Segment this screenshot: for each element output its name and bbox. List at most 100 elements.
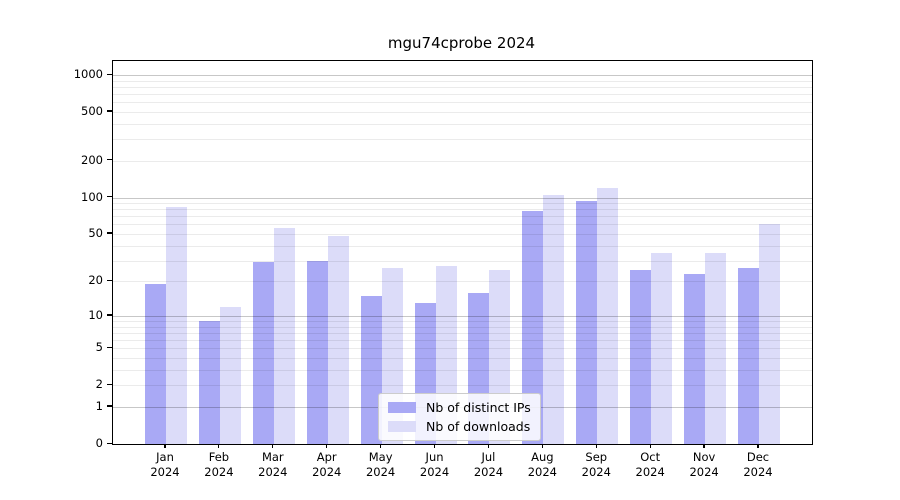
x-tick-year: 2024 (150, 465, 180, 479)
x-tick-month: Aug (531, 450, 554, 464)
bar-downloads (651, 252, 673, 444)
x-tick-mark (487, 444, 490, 448)
y-tick-label: 5 (95, 340, 103, 355)
x-tick-month: Feb (208, 450, 230, 464)
minor-gridline (113, 224, 812, 226)
x-tick-mark (326, 444, 328, 448)
y-tick-mark (107, 346, 112, 348)
x-tick-month: May (368, 450, 393, 464)
bar-downloads (597, 188, 619, 444)
x-tick-label: Jul 2024 (458, 450, 518, 480)
minor-gridline (113, 203, 812, 205)
x-tick-year: 2024 (581, 465, 611, 479)
legend-item: Nb of downloads (388, 419, 531, 434)
minor-gridline (113, 369, 812, 371)
x-tick-label: Nov 2024 (674, 450, 734, 480)
x-tick-label: Jan 2024 (135, 450, 195, 480)
minor-gridline (113, 358, 812, 360)
bar-distinct-ips (738, 267, 759, 444)
y-tick-label: 200 (81, 152, 103, 167)
x-tick-year: 2024 (419, 465, 450, 479)
y-tick-label: 2 (95, 377, 103, 392)
x-tick-mark (595, 444, 597, 448)
plot-area (112, 60, 813, 445)
bar-distinct-ips (306, 260, 328, 444)
bar-distinct-ips (684, 274, 706, 444)
y-tick-mark (107, 196, 112, 198)
minor-gridline (113, 209, 812, 211)
x-tick-mark (541, 444, 543, 448)
x-tick-mark (218, 444, 220, 448)
x-tick-label: Sep 2024 (566, 450, 626, 480)
x-tick-year: 2024 (527, 465, 557, 479)
x-tick-label: Aug 2024 (512, 450, 572, 480)
minor-gridline (113, 139, 812, 141)
minor-gridline (113, 111, 812, 113)
x-tick-year: 2024 (258, 465, 288, 479)
minor-gridline (113, 385, 812, 387)
minor-gridline (113, 86, 812, 88)
x-tick-month: Dec (746, 450, 770, 464)
bar-distinct-ips (360, 295, 382, 444)
y-tick-mark (107, 232, 112, 234)
x-tick-mark (272, 444, 274, 448)
x-tick-year: 2024 (743, 465, 773, 479)
minor-gridline (113, 326, 812, 328)
minor-gridline (113, 321, 812, 323)
x-tick-month: Nov (692, 450, 716, 464)
y-tick-label: 1000 (73, 67, 103, 81)
minor-gridline (113, 102, 812, 104)
x-tick-mark (649, 444, 651, 448)
bar-distinct-ips (252, 262, 274, 444)
x-tick-month: Apr (316, 450, 337, 464)
legend: Nb of distinct IPs Nb of downloads (378, 393, 541, 441)
minor-gridline (113, 80, 812, 82)
y-tick-mark (107, 442, 112, 444)
chart-title: mgu74cprobe 2024 (387, 34, 536, 52)
x-tick-mark (703, 444, 705, 448)
x-tick-label: Dec 2024 (728, 450, 788, 480)
major-gridline (113, 315, 812, 317)
x-tick-mark (757, 444, 759, 448)
minor-gridline (113, 260, 812, 262)
x-tick-year: 2024 (312, 465, 342, 479)
downloads-swatch-icon (388, 421, 416, 432)
minor-gridline (113, 332, 812, 334)
x-tick-label: Jun 2024 (405, 450, 465, 480)
y-tick-mark (107, 383, 112, 385)
bar-distinct-ips (145, 284, 166, 444)
minor-gridline (113, 340, 812, 342)
x-tick-label: May 2024 (351, 450, 411, 480)
y-tick-label: 100 (81, 189, 103, 204)
x-tick-year: 2024 (635, 465, 665, 479)
x-tick-month: Jul (481, 450, 496, 464)
minor-gridline (113, 216, 812, 218)
x-tick-month: Sep (585, 450, 608, 464)
minor-gridline (113, 281, 812, 283)
x-tick-label: Mar 2024 (243, 450, 303, 480)
x-tick-label: Oct 2024 (620, 450, 680, 480)
minor-gridline (113, 348, 812, 350)
x-tick-year: 2024 (365, 465, 396, 479)
x-tick-month: Jan (156, 450, 174, 464)
legend-label: Nb of distinct IPs (426, 400, 531, 415)
y-tick-label: 50 (88, 225, 103, 240)
bar-distinct-ips (198, 321, 220, 444)
y-tick-mark (107, 405, 112, 407)
major-gridline (113, 75, 812, 76)
y-tick-mark (107, 73, 112, 75)
y-tick-label: 500 (81, 103, 103, 118)
x-tick-label: Feb 2024 (189, 450, 249, 480)
y-tick-label: 0 (95, 436, 103, 450)
y-tick-label: 10 (88, 307, 103, 322)
x-tick-mark (164, 444, 166, 448)
distinct-ips-swatch-icon (388, 402, 416, 413)
y-tick-mark (107, 314, 112, 316)
minor-gridline (113, 123, 812, 125)
minor-gridline (113, 245, 812, 247)
major-gridline (113, 197, 812, 199)
bar-downloads (327, 236, 349, 444)
bar-downloads (759, 224, 780, 444)
legend-label: Nb of downloads (426, 419, 531, 434)
x-tick-month: Jun (425, 450, 444, 464)
